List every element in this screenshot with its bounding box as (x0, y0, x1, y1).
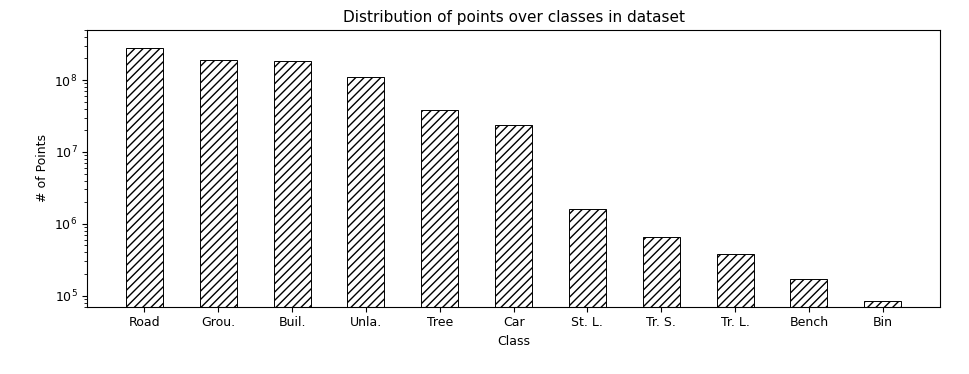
Bar (791, 279, 828, 374)
X-axis label: Class: Class (497, 335, 530, 348)
Bar (717, 254, 754, 374)
Bar (569, 209, 606, 374)
Bar (642, 237, 679, 374)
Bar (864, 301, 901, 374)
Bar (495, 125, 532, 374)
Bar (200, 60, 236, 374)
Title: Distribution of points over classes in dataset: Distribution of points over classes in d… (343, 10, 684, 25)
Bar (348, 77, 385, 374)
Bar (126, 48, 163, 374)
Bar (273, 61, 310, 374)
Bar (422, 110, 458, 374)
Y-axis label: # of Points: # of Points (36, 134, 48, 202)
